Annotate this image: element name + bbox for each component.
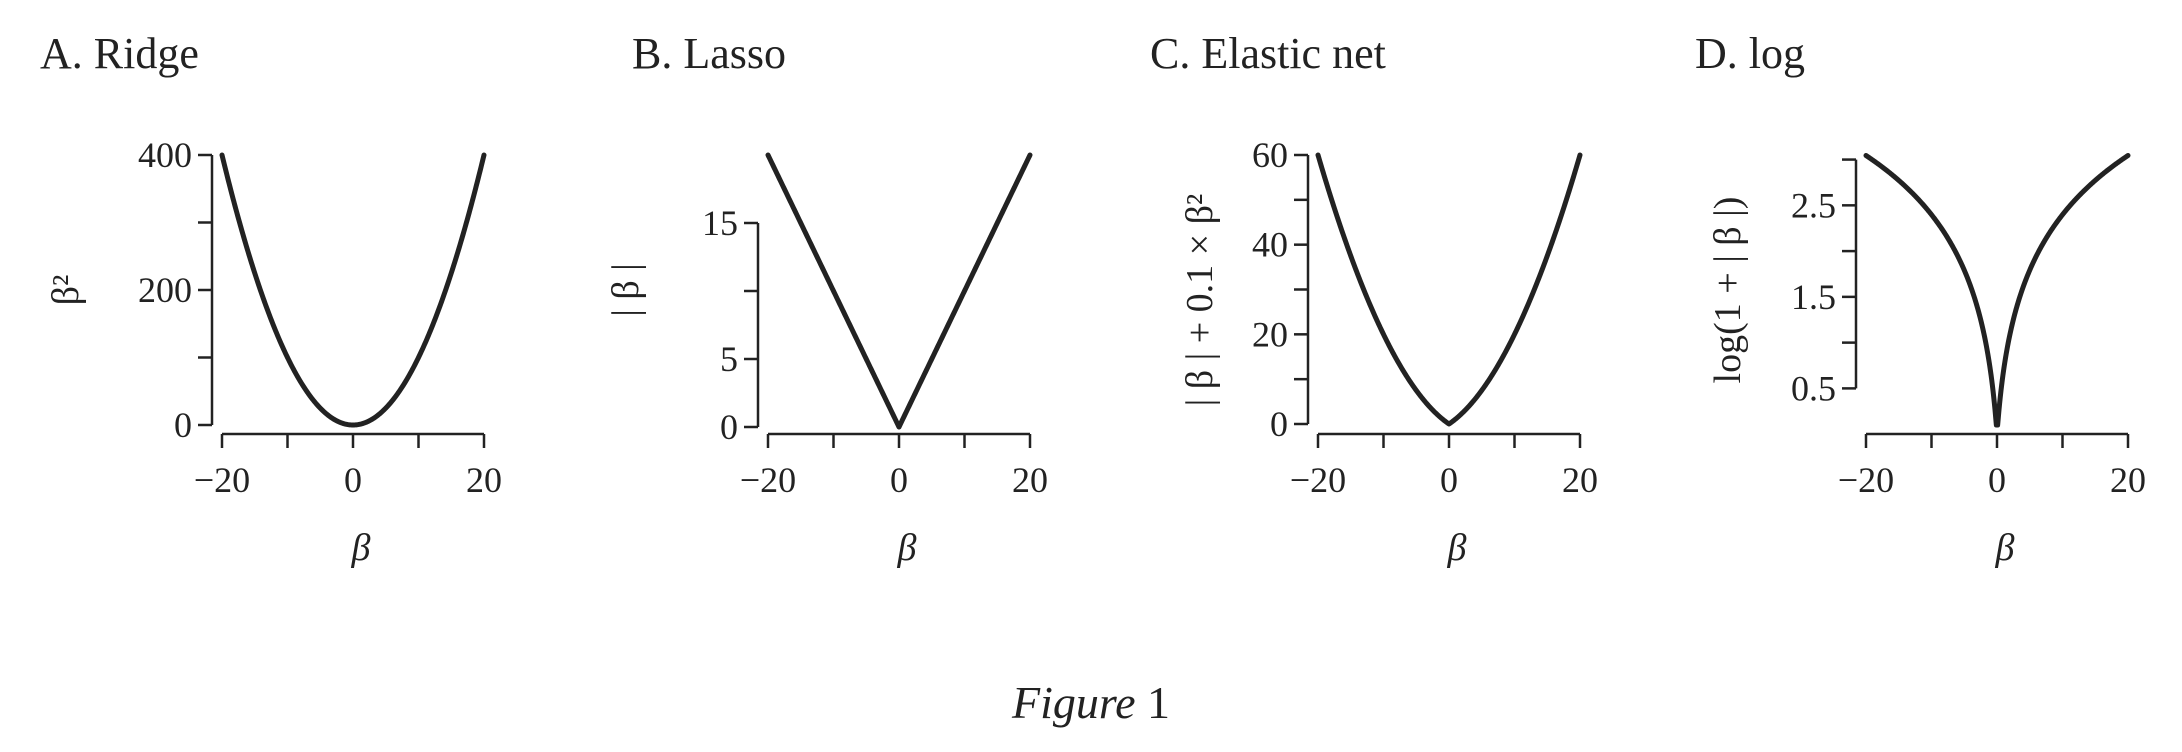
x-axis-label: β (1447, 527, 1467, 569)
x-tick-label: −20 (1838, 460, 1894, 500)
x-tick-label: 20 (1562, 460, 1598, 500)
x-tick-label: 20 (1012, 460, 1048, 500)
panel-3: D. log 0.5 1.5 2.5 −20 0 20 β log(1 + | β |) (1695, 29, 2146, 569)
panel-title: B. Lasso (632, 29, 786, 78)
panel-title: C. Elastic net (1150, 29, 1386, 78)
figure-caption: Figure 1 (0, 676, 2182, 729)
y-axis-label: β² (45, 275, 87, 306)
x-axis-label: β (897, 527, 917, 569)
x-axis-label: β (351, 527, 371, 569)
series-curve (1315, 152, 1583, 427)
x-tick-label: 0 (890, 460, 908, 500)
x-axis-label: β (1995, 527, 2015, 569)
y-tick-label: 200 (138, 270, 192, 310)
panel-title: D. log (1695, 29, 1805, 78)
x-tick-label: −20 (1290, 460, 1346, 500)
y-tick-label: 60 (1252, 135, 1288, 175)
y-tick-label: 5 (720, 339, 738, 379)
y-tick-label: 0.5 (1791, 368, 1836, 408)
series-curve (1863, 153, 2131, 428)
x-tick-label: −20 (740, 460, 796, 500)
series-curve (219, 152, 487, 428)
y-axis-label: | β | + 0.1 × β² (1179, 194, 1221, 407)
x-tick-label: 0 (1440, 460, 1458, 500)
y-tick-label: 0 (720, 407, 738, 447)
y-tick-label: 2.5 (1791, 185, 1836, 225)
panel-title: A. Ridge (40, 29, 199, 78)
x-tick-label: 0 (1988, 460, 2006, 500)
y-tick-label: 1.5 (1791, 277, 1836, 317)
y-tick-label: 0 (1270, 404, 1288, 444)
caption-label: Figure (1012, 677, 1136, 728)
y-axis-label: | β | (605, 263, 647, 317)
series-curve (765, 152, 1033, 430)
x-tick-label: 0 (344, 460, 362, 500)
y-tick-label: 40 (1252, 225, 1288, 265)
y-tick-label: 20 (1252, 314, 1288, 354)
y-tick-label: 400 (138, 135, 192, 175)
y-axis-label: log(1 + | β |) (1707, 197, 1749, 384)
y-tick-label: 0 (174, 405, 192, 445)
y-tick-label: 15 (702, 203, 738, 243)
caption-number: 1 (1147, 677, 1170, 728)
x-tick-label: 20 (2110, 460, 2146, 500)
x-tick-label: 20 (466, 460, 502, 500)
x-tick-label: −20 (194, 460, 250, 500)
